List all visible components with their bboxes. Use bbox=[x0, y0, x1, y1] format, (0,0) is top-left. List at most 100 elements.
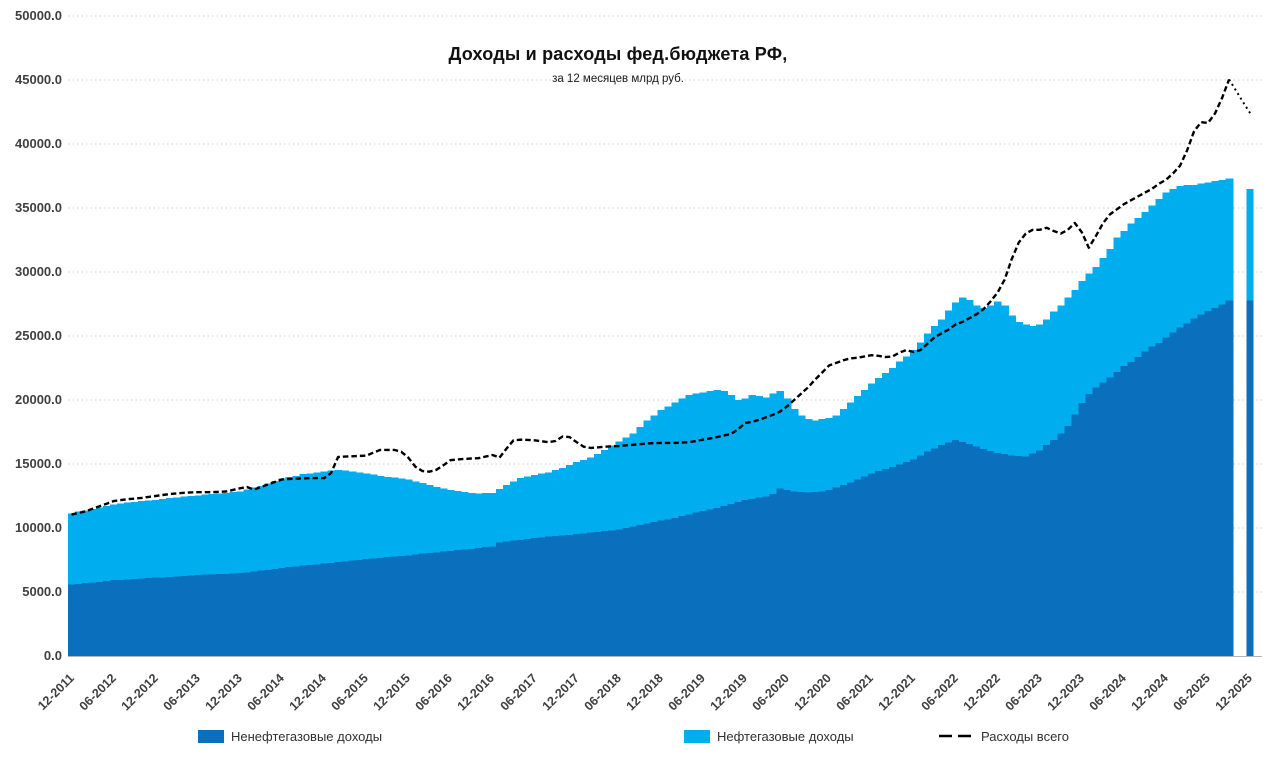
bar-segment-nonoilgas bbox=[1015, 455, 1023, 656]
bar-segment-oilgas bbox=[608, 445, 616, 531]
bar-segment-oilgas bbox=[502, 485, 511, 542]
bar-segment-nonoilgas bbox=[818, 490, 827, 656]
bar-segment-oilgas bbox=[208, 494, 216, 575]
bar-segment-oilgas bbox=[355, 472, 364, 560]
bar-segment-nonoilgas bbox=[334, 561, 343, 656]
bar-segment-oilgas bbox=[341, 470, 350, 562]
bar-segment-nonoilgas bbox=[145, 577, 153, 656]
bar-segment-oilgas bbox=[531, 474, 539, 538]
bar-segment-oilgas bbox=[236, 491, 244, 574]
bar-segment-nonoilgas bbox=[1134, 356, 1143, 656]
bar-segment-nonoilgas bbox=[89, 582, 97, 656]
bar-segment-oilgas bbox=[180, 496, 188, 576]
bar-segment-oilgas bbox=[453, 491, 462, 551]
bar-segment-oilgas bbox=[131, 501, 139, 579]
bar-segment-oilgas bbox=[895, 361, 904, 465]
bar-segment-nonoilgas bbox=[271, 568, 280, 656]
bar-segment-oilgas bbox=[825, 417, 834, 490]
bar-segment-oilgas bbox=[110, 504, 118, 581]
bar-segment-oilgas bbox=[1155, 199, 1164, 343]
bar-segment-oilgas bbox=[727, 394, 736, 505]
bar-segment-nonoilgas bbox=[278, 567, 287, 656]
bar-segment-oilgas bbox=[811, 420, 820, 492]
bar-segment-oilgas bbox=[173, 497, 181, 577]
bar-segment-oilgas bbox=[1043, 319, 1051, 446]
bar-segment-oilgas bbox=[1078, 281, 1086, 403]
bar-segment-oilgas bbox=[299, 474, 308, 566]
bar-segment-oilgas bbox=[1050, 311, 1058, 441]
bar-segment-oilgas bbox=[1176, 186, 1185, 328]
bar-segment-oilgas bbox=[264, 483, 273, 570]
bar-segment-oilgas bbox=[545, 472, 553, 537]
bar-segment-nonoilgas bbox=[580, 533, 588, 656]
bar-segment-nonoilgas bbox=[973, 446, 981, 656]
y-tick-label: 30000.0 bbox=[15, 263, 62, 279]
bar-segment-nonoilgas bbox=[1204, 310, 1213, 656]
bar-segment-nonoilgas bbox=[930, 448, 939, 656]
bar-segment-oilgas bbox=[671, 402, 679, 519]
bar-segment-nonoilgas bbox=[853, 479, 862, 656]
bar-segment-nonoilgas bbox=[103, 580, 111, 656]
bar-segment-nonoilgas bbox=[215, 573, 223, 656]
bar-segment-oilgas bbox=[853, 396, 862, 480]
bar-segment-nonoilgas bbox=[117, 579, 125, 656]
bar-segment-nonoilgas bbox=[250, 571, 259, 656]
bar-segment-oilgas bbox=[594, 453, 602, 532]
bar-segment-nonoilgas bbox=[594, 531, 602, 656]
bar-segment-oilgas bbox=[664, 406, 672, 520]
bar-segment-nonoilgas bbox=[692, 512, 701, 656]
bar-segment-oilgas bbox=[636, 426, 644, 525]
bar-segment-oilgas bbox=[222, 492, 230, 574]
bar-segment-nonoilgas bbox=[1078, 402, 1086, 656]
bar-segment-oilgas bbox=[846, 402, 855, 483]
bar-segment-nonoilgas bbox=[1106, 377, 1114, 656]
bar-segment-oilgas bbox=[888, 368, 897, 467]
bar-segment-nonoilgas bbox=[959, 441, 967, 656]
bar-segment-oilgas bbox=[538, 473, 546, 538]
bar-segment-oilgas bbox=[874, 378, 883, 472]
bar-segment-oilgas bbox=[1015, 321, 1023, 457]
bar-segment-nonoilgas bbox=[383, 556, 392, 656]
bar-segment-nonoilgas bbox=[1225, 300, 1234, 656]
bar-segment-nonoilgas bbox=[825, 489, 834, 656]
bar-segment-oilgas bbox=[741, 398, 750, 501]
bar-segment-nonoilgas bbox=[1050, 439, 1058, 656]
bar-segment-nonoilgas bbox=[208, 574, 216, 656]
bar-segment-oilgas bbox=[524, 476, 532, 539]
bar-segment-oilgas bbox=[467, 492, 476, 549]
bar-segment-nonoilgas bbox=[1043, 444, 1051, 656]
bar-segment-oilgas bbox=[650, 415, 658, 522]
bar-segment-nonoilgas bbox=[755, 497, 764, 656]
chart-subtitle: за 12 месяцев млрд руб. bbox=[552, 73, 684, 85]
bar-segment-nonoilgas bbox=[966, 443, 974, 656]
bar-segment-nonoilgas bbox=[1155, 342, 1164, 656]
bar-segment-oilgas bbox=[1162, 192, 1171, 338]
bar-segment-oilgas bbox=[1183, 185, 1192, 324]
bar-segment-oilgas bbox=[783, 398, 792, 490]
y-tick-label: 45000.0 bbox=[15, 71, 62, 87]
bar-segment-oilgas bbox=[769, 393, 778, 494]
legend-item-expenses: Расходы всего bbox=[938, 728, 1069, 744]
bar-segment-nonoilgas bbox=[874, 470, 883, 656]
bar-segment-oilgas bbox=[229, 492, 237, 574]
bar-segment-oilgas bbox=[362, 473, 371, 560]
bar-segment-nonoilgas bbox=[657, 520, 665, 656]
bar-segment-nonoilgas bbox=[552, 535, 560, 656]
bar-segment-oilgas bbox=[411, 481, 420, 555]
bar-segment-nonoilgas bbox=[376, 557, 385, 656]
bar-segment-nonoilgas bbox=[390, 556, 399, 656]
bar-segment-nonoilgas bbox=[1036, 449, 1044, 656]
bar-segment-oilgas bbox=[1085, 273, 1093, 394]
bar-segment-nonoilgas bbox=[1162, 337, 1171, 656]
bar-segment-nonoilgas bbox=[678, 515, 687, 656]
bar-segment-oilgas bbox=[250, 487, 259, 572]
bar-segment-nonoilgas bbox=[566, 534, 574, 656]
bar-segment-nonoilgas bbox=[131, 578, 139, 656]
bar-segment-nonoilgas bbox=[531, 537, 539, 656]
bar-segment-oilgas bbox=[397, 478, 406, 556]
bar-segment-oilgas bbox=[994, 301, 1002, 453]
bar-segment-oilgas bbox=[418, 483, 427, 554]
bar-segment-oilgas bbox=[1211, 181, 1220, 309]
bar-segment-oilgas bbox=[439, 488, 448, 552]
legend-label-nonoilgas: Ненефтегазовые доходы bbox=[231, 728, 383, 744]
